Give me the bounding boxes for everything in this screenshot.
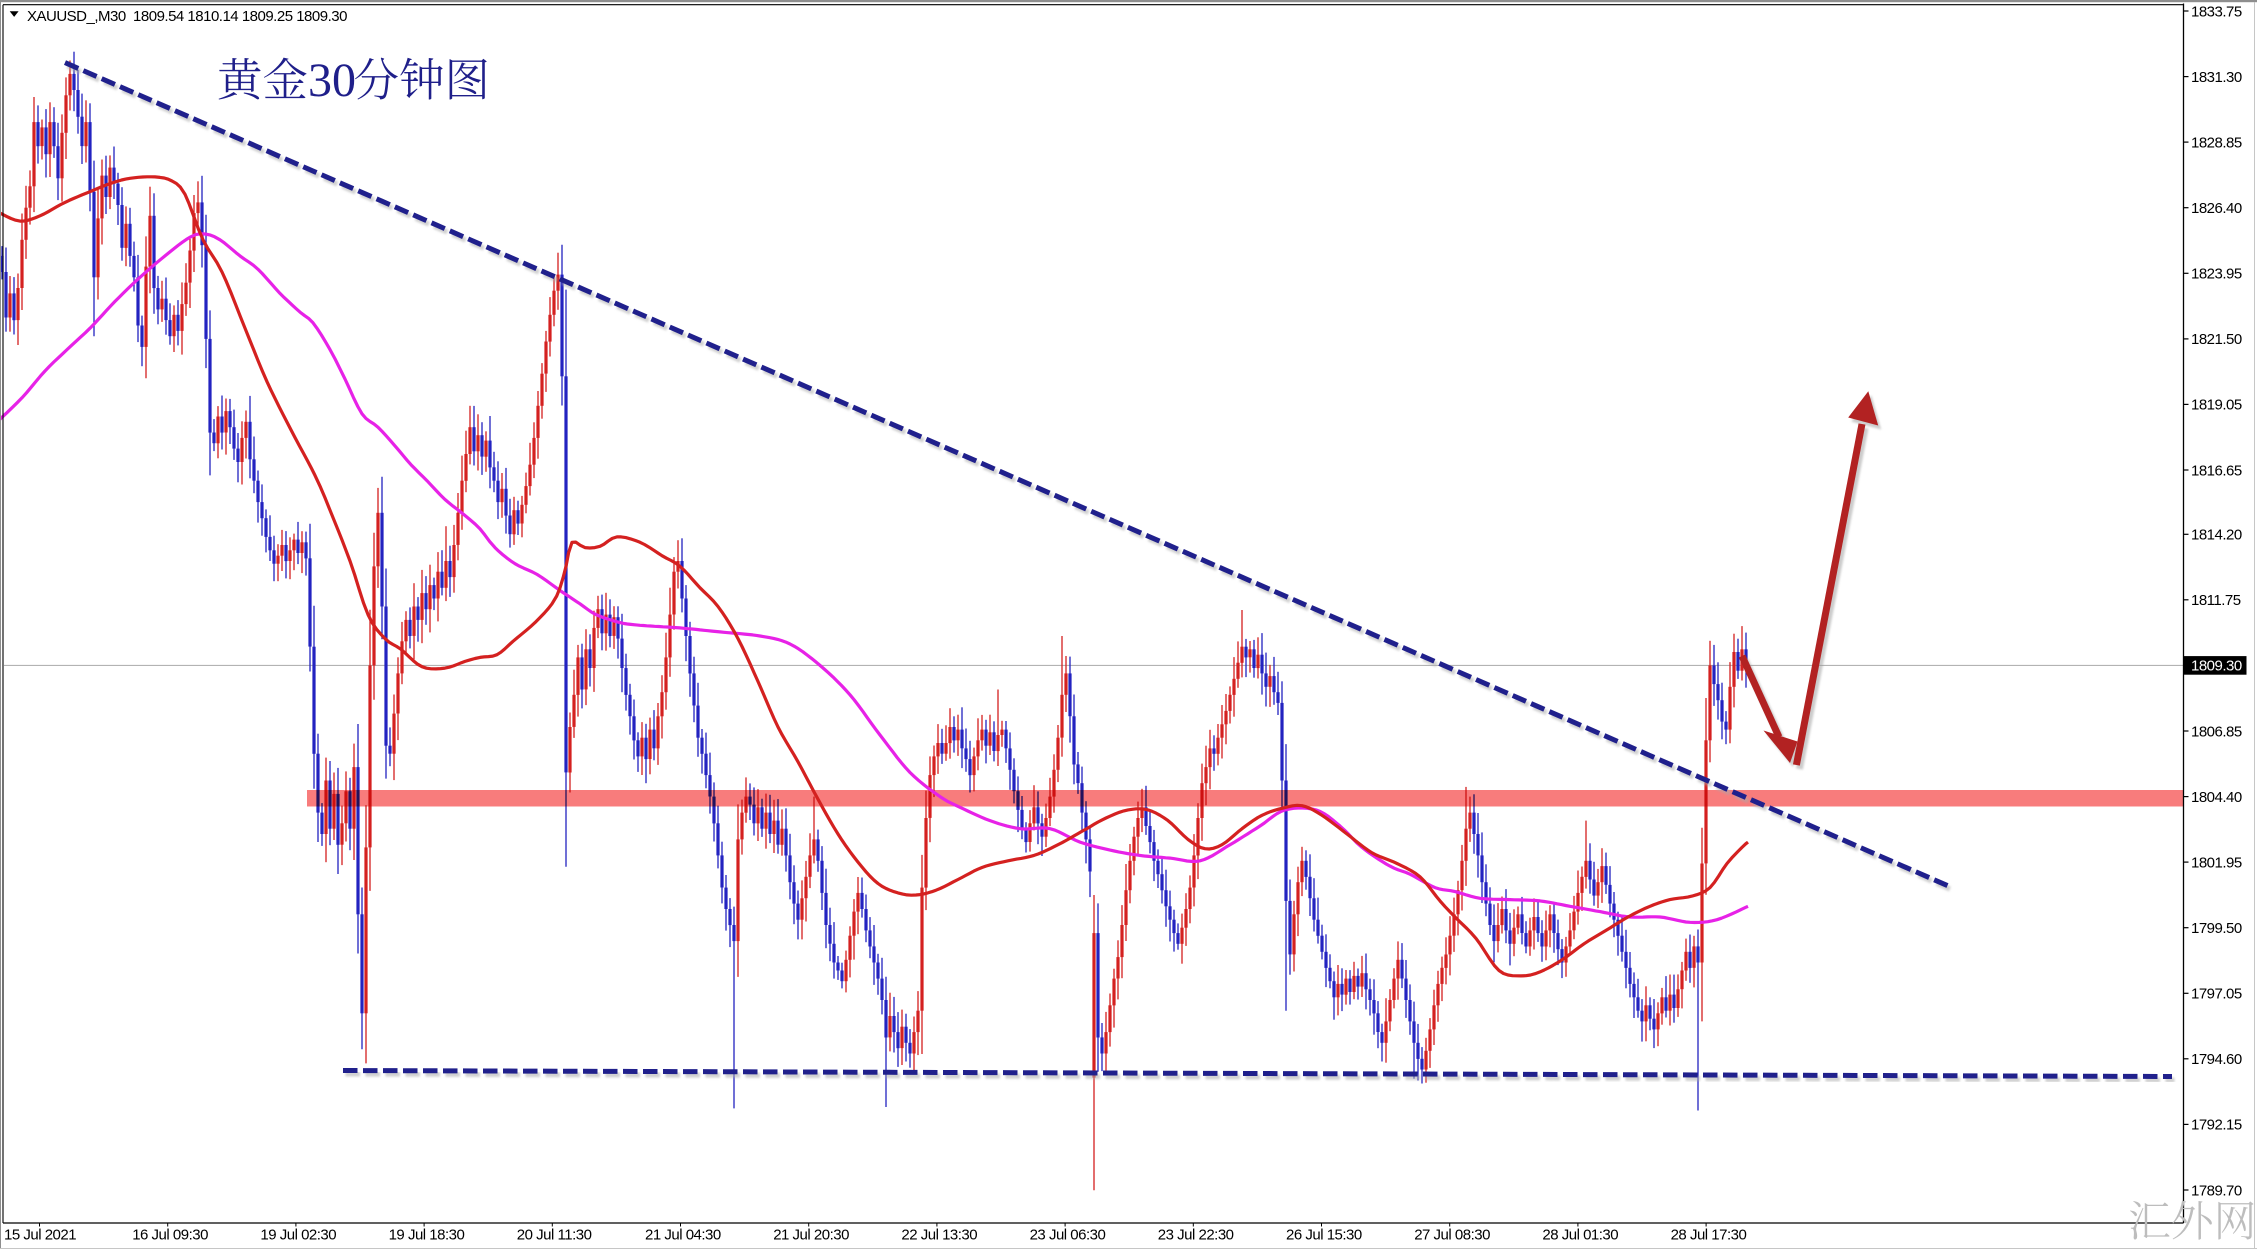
svg-text:1789.70: 1789.70 [2191, 1182, 2242, 1199]
svg-text:1823.95: 1823.95 [2191, 266, 2242, 283]
svg-text:30: 30 [308, 54, 356, 107]
svg-text:1816.65: 1816.65 [2191, 462, 2242, 479]
svg-text:1826.40: 1826.40 [2191, 200, 2242, 217]
svg-text:19 Jul 02:30: 19 Jul 02:30 [260, 1227, 336, 1244]
svg-text:1809.30: 1809.30 [2191, 658, 2242, 675]
svg-text:21 Jul 20:30: 21 Jul 20:30 [773, 1227, 849, 1244]
svg-text:27 Jul 08:30: 27 Jul 08:30 [1414, 1227, 1490, 1244]
svg-text:1801.95: 1801.95 [2191, 854, 2242, 871]
svg-text:1806.85: 1806.85 [2191, 723, 2242, 740]
svg-text:XAUUSD_,M30 1809.54 1810.14 1: XAUUSD_,M30 1809.54 1810.14 1809.25 1809… [27, 8, 347, 25]
svg-text:1804.40: 1804.40 [2191, 789, 2242, 806]
svg-text:26 Jul 15:30: 26 Jul 15:30 [1286, 1227, 1362, 1244]
svg-text:1819.05: 1819.05 [2191, 397, 2242, 414]
svg-text:20 Jul 11:30: 20 Jul 11:30 [517, 1227, 592, 1244]
svg-text:1794.60: 1794.60 [2191, 1051, 2242, 1068]
svg-text:28 Jul 01:30: 28 Jul 01:30 [1542, 1227, 1618, 1244]
svg-text:22 Jul 13:30: 22 Jul 13:30 [901, 1227, 977, 1244]
svg-text:1833.75: 1833.75 [2191, 3, 2242, 20]
svg-text:1799.50: 1799.50 [2191, 920, 2242, 937]
svg-text:1797.05: 1797.05 [2191, 986, 2242, 1003]
svg-text:23 Jul 22:30: 23 Jul 22:30 [1158, 1227, 1234, 1244]
svg-text:23 Jul 06:30: 23 Jul 06:30 [1030, 1227, 1106, 1244]
svg-text:1831.30: 1831.30 [2191, 69, 2242, 86]
svg-text:1814.20: 1814.20 [2191, 527, 2242, 544]
svg-text:21 Jul 04:30: 21 Jul 04:30 [645, 1227, 721, 1244]
svg-text:28 Jul 17:30: 28 Jul 17:30 [1671, 1227, 1747, 1244]
svg-text:1792.15: 1792.15 [2191, 1117, 2242, 1134]
svg-text:1811.75: 1811.75 [2191, 592, 2241, 609]
svg-text:19 Jul 18:30: 19 Jul 18:30 [389, 1227, 465, 1244]
svg-text:1828.85: 1828.85 [2191, 134, 2242, 151]
svg-text:16 Jul 09:30: 16 Jul 09:30 [132, 1227, 208, 1244]
svg-text:15 Jul 2021: 15 Jul 2021 [4, 1227, 76, 1244]
svg-text:1821.50: 1821.50 [2191, 331, 2242, 348]
